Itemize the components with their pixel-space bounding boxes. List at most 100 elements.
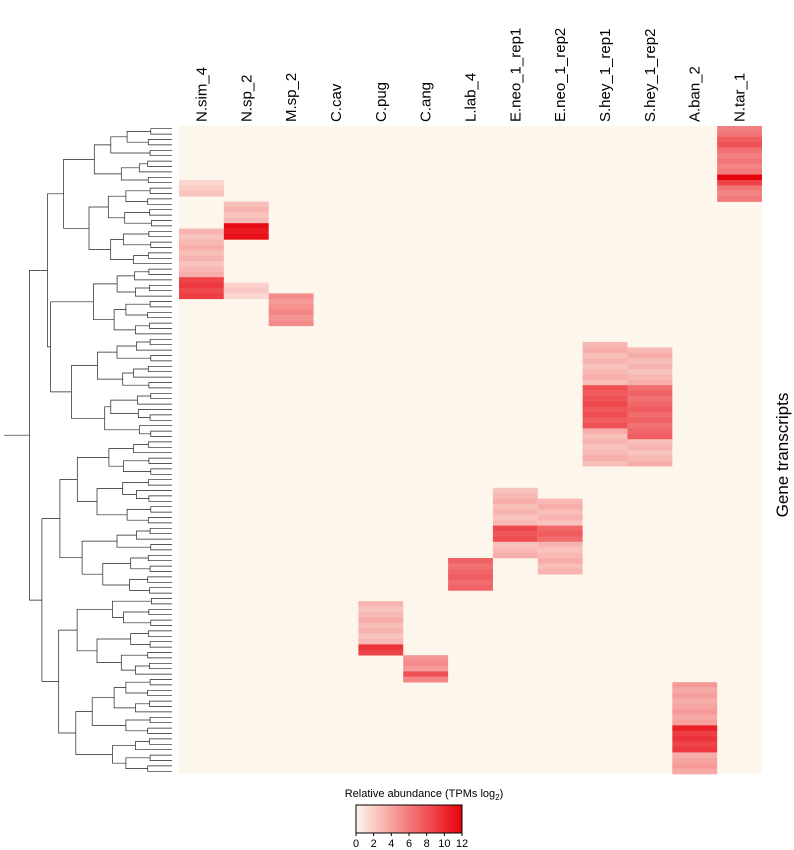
heatmap-cell	[627, 347, 673, 354]
dendrogram-branch	[122, 482, 149, 495]
heatmap-cell	[179, 271, 224, 278]
dendrogram-branch	[130, 557, 151, 570]
dendrogram-branch	[134, 271, 172, 281]
heatmap-cell	[582, 374, 628, 381]
heatmap-cell	[582, 379, 628, 386]
heatmap-cell	[358, 628, 404, 634]
dendrogram-branch	[91, 697, 126, 726]
heatmap-cell	[448, 579, 493, 586]
dendrogram-branch	[120, 167, 149, 181]
heatmap-cell	[358, 649, 404, 656]
heatmap-cell	[268, 309, 314, 316]
heatmap-cell	[582, 385, 628, 391]
dendrogram-branch	[125, 757, 151, 769]
dendrogram-branch	[147, 311, 172, 319]
legend-tick-label: 6	[406, 838, 412, 850]
dendrogram-branch	[149, 284, 172, 292]
heatmap-cell	[268, 293, 314, 300]
dendrogram-branch	[149, 209, 172, 216]
dendrogram-branch	[112, 600, 152, 618]
heatmap-cell	[582, 417, 628, 424]
dendrogram-branch	[147, 652, 172, 659]
heatmap-cell	[582, 460, 628, 467]
dendrogram-branch	[76, 457, 109, 502]
dendrogram-branch	[116, 534, 151, 548]
column-label: C.ang	[418, 82, 435, 122]
heatmap-cell	[492, 531, 538, 537]
dendrogram-branch	[136, 490, 172, 499]
dendrogram-branch	[136, 341, 172, 351]
dendrogram-branch	[149, 322, 172, 329]
heatmap-cell	[492, 509, 538, 516]
dendrogram-branch	[104, 406, 140, 431]
heatmap-cell	[358, 639, 404, 645]
heatmap-cell	[179, 277, 224, 283]
dendrogram-branch	[149, 754, 172, 761]
heatmap-cell	[358, 606, 404, 613]
heatmap-cell	[627, 385, 673, 391]
heatmap-cell	[582, 450, 628, 456]
dendrogram-branch	[129, 579, 150, 591]
color-legend: Relative abundance (TPMs log2) 0 2 4 6 8 10 12	[345, 788, 504, 850]
dendrogram-branch	[150, 430, 172, 437]
dendrogram-branch	[150, 468, 172, 475]
dendrogram-branch	[147, 160, 172, 167]
dendrogram-branch	[147, 441, 172, 448]
dendrogram-branch	[150, 241, 172, 248]
dendrogram-branch	[135, 741, 172, 751]
dendrogram-branch	[126, 131, 151, 143]
heatmap-cell	[537, 525, 583, 532]
dendrogram-branch	[149, 338, 172, 346]
heatmap-cell	[223, 234, 269, 240]
dendrogram-branch	[29, 270, 48, 601]
heatmap-cell	[582, 352, 628, 359]
heatmap-cell	[582, 369, 628, 375]
heatmap-cell	[448, 558, 493, 564]
heatmap-cell	[492, 552, 538, 559]
heatmap-cell	[403, 655, 449, 661]
dendrogram-branch	[147, 765, 172, 772]
heatmap-cells	[179, 126, 762, 775]
heatmap-cell	[268, 304, 314, 310]
heatmap-cell	[627, 433, 673, 440]
dendrogram-branch	[112, 745, 136, 764]
heatmap-cell	[179, 180, 224, 186]
dendrogram-branch	[96, 638, 131, 663]
heatmap-cell	[582, 396, 628, 402]
heatmap-cell	[179, 266, 224, 273]
heatmap-cell	[672, 687, 718, 694]
heatmap-cell	[627, 444, 673, 451]
heatmap-cell	[179, 234, 224, 240]
heatmap-cell	[627, 363, 673, 370]
heatmap-cell	[492, 504, 538, 510]
heatmap-cell	[672, 714, 718, 721]
heatmap-cell	[179, 250, 224, 256]
heatmap-cell	[223, 217, 269, 224]
column-label: S.hey_1_rep1	[597, 29, 614, 122]
dendrogram-branch	[97, 351, 123, 380]
heatmap-cell	[223, 212, 269, 219]
heatmap-cell	[582, 401, 628, 408]
dendrogram-branch	[135, 665, 172, 675]
dendrogram-branch	[148, 495, 172, 502]
dendrogram-branch	[150, 544, 172, 551]
dendrogram-branch	[125, 719, 151, 732]
legend-color-bar	[355, 804, 463, 834]
dendrogram-branch	[149, 301, 172, 308]
dendrogram-branch	[133, 444, 172, 454]
column-label: C.cav	[328, 83, 345, 122]
heatmap-cell	[179, 255, 224, 262]
heatmap-cell	[672, 757, 718, 764]
heatmap-cell	[358, 612, 404, 618]
heatmap-cell	[537, 541, 583, 548]
dendrogram-branch	[75, 711, 113, 755]
heatmap-cell	[627, 390, 673, 397]
dendrogram-branch	[126, 509, 151, 521]
dendrogram-branch	[135, 325, 172, 335]
heatmap-cell	[492, 520, 538, 526]
heatmap-cell	[537, 514, 583, 521]
dendrogram-branch	[81, 540, 117, 575]
heatmap-cell	[179, 293, 224, 300]
heatmap-cell	[672, 693, 718, 699]
